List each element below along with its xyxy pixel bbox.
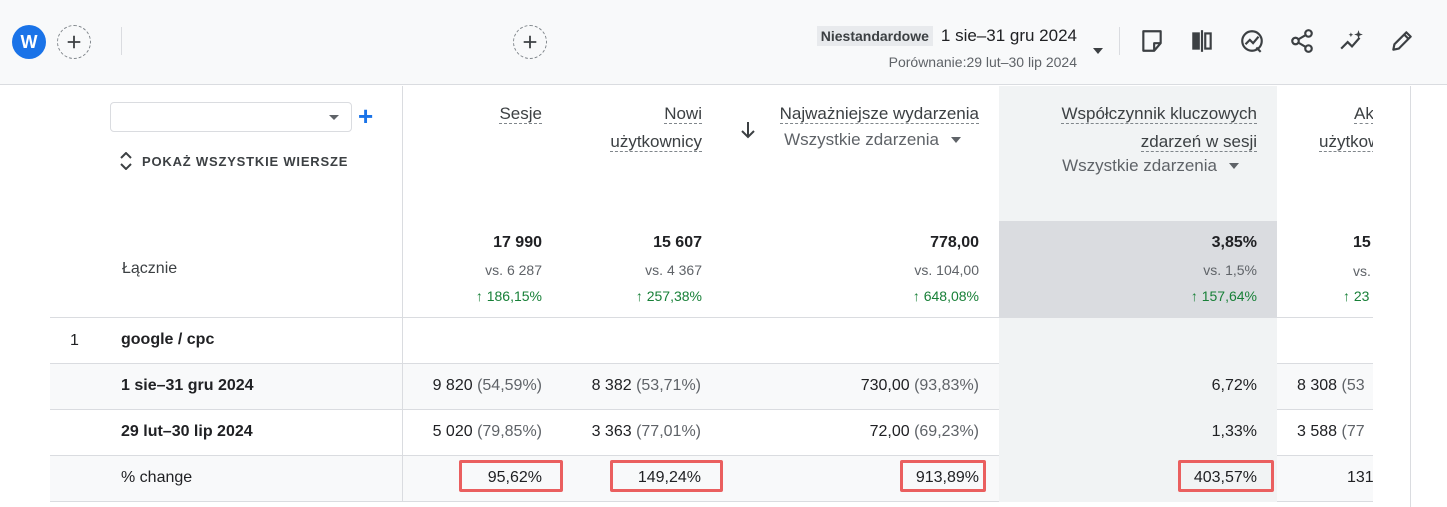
share-icon[interactable]	[1288, 27, 1316, 55]
add-filter-button[interactable]	[513, 25, 547, 59]
date-range-picker[interactable]: Niestandardowe 1 sie–31 gru 2024 Porówna…	[816, 26, 1077, 70]
add-comparison-button[interactable]	[57, 25, 91, 59]
workspace-avatar[interactable]: W	[12, 25, 46, 59]
column-header-new-users[interactable]: Nowi użytkownicy 15 607 vs. 4 367 ↑ 257,…	[542, 86, 702, 318]
highlight-box	[900, 460, 986, 492]
column-header-key-events[interactable]: Najważniejsze wydarzenia Wszystkie zdarz…	[702, 86, 979, 318]
row-label: 1 sie–31 gru 2024	[121, 377, 254, 394]
note-icon[interactable]	[1138, 27, 1166, 55]
row-label: 29 lut–30 lip 2024	[121, 423, 253, 440]
table-cell: 1,33%	[1211, 423, 1257, 440]
show-all-rows-button[interactable]: POKAŻ WSZYSTKIE WIERSZE	[118, 152, 348, 170]
insights-icon[interactable]	[1238, 27, 1266, 55]
highlight-box	[1178, 460, 1274, 492]
highlight-box	[459, 460, 563, 492]
metric-title: Współczynnik kluczowych zdarzeń w sesji	[1061, 104, 1257, 152]
scroll-track[interactable]	[1410, 86, 1411, 507]
unfold-icon	[120, 152, 132, 170]
metric-title: Najważniejsze wydarzenia	[779, 104, 979, 124]
table-row[interactable]: 29 lut–30 lip 2024 5 020 (79,85%) 3 363 …	[50, 410, 1373, 456]
row-label: % change	[121, 469, 193, 486]
compare-columns-icon[interactable]	[1188, 27, 1216, 55]
divider	[50, 317, 1373, 318]
event-filter-select[interactable]: Wszystkie zdarzenia	[1062, 156, 1239, 176]
chevron-down-icon	[329, 115, 339, 120]
total-cell: 15 607 vs. 4 367 ↑ 257,38%	[635, 234, 702, 304]
plus-icon	[523, 35, 537, 49]
table-cell: 8 308 (53	[1297, 377, 1365, 394]
dimension-select[interactable]	[110, 102, 352, 132]
table-cell: 149,24%	[637, 469, 701, 486]
sort-descending-icon[interactable]	[740, 120, 756, 140]
table-cell: 403,57%	[1193, 469, 1257, 486]
chevron-down-icon	[951, 137, 961, 143]
sparkle-trend-icon[interactable]	[1338, 27, 1366, 55]
divider	[1119, 27, 1120, 55]
edit-icon[interactable]	[1388, 27, 1416, 55]
metric-title: Ak użytkow	[1319, 102, 1373, 154]
date-preset-label: Niestandardowe	[816, 26, 933, 46]
table-cell: 5 020 (79,85%)	[432, 423, 542, 440]
total-cell: 17 990 vs. 6 287 ↑ 186,15%	[475, 234, 542, 304]
table-cell: 95,62%	[487, 469, 542, 486]
total-cell: 3,85% vs. 1,5% ↑ 157,64%	[999, 221, 1277, 318]
total-cell: 778,00 vs. 104,00 ↑ 648,08%	[912, 234, 979, 304]
row-number: 1	[70, 332, 79, 349]
table-row[interactable]: 1 sie–31 gru 2024 9 820 (54,59%) 8 382 (…	[50, 364, 1373, 410]
table-cell: 8 382 (53,71%)	[591, 377, 701, 394]
total-label: Łącznie	[122, 260, 178, 277]
toolbar: W Niestandardowe 1 sie–31 gru 2024 Porów…	[0, 0, 1447, 85]
plus-icon	[67, 35, 81, 49]
table-cell: 3 588 (77	[1297, 423, 1365, 440]
table-cell: 913,89%	[915, 469, 979, 486]
table-cell: 131	[1347, 469, 1373, 486]
date-range-text: 1 sie–31 gru 2024	[940, 26, 1077, 45]
divider	[121, 27, 122, 55]
dimension-header: + POKAŻ WSZYSTKIE WIERSZE Łącznie	[50, 86, 403, 318]
column-header-active-users[interactable]: Ak użytkow 15 vs. ↑ 23	[1297, 86, 1373, 318]
table-cell: 72,00 (69,23%)	[869, 423, 979, 440]
row-label: google / cpc	[121, 331, 215, 348]
table-cell: 6,72%	[1211, 377, 1257, 394]
comparison-text: Porównanie:29 lut–30 lip 2024	[888, 54, 1077, 70]
column-header-key-event-rate[interactable]: Współczynnik kluczowych zdarzeń w sesji …	[999, 86, 1277, 318]
total-cell: 15	[1353, 234, 1371, 251]
event-filter-select[interactable]: Wszystkie zdarzenia	[784, 130, 961, 150]
metric-title: Nowi użytkownicy	[610, 104, 702, 152]
metric-title: Sesje	[499, 104, 542, 124]
highlight-box	[610, 460, 723, 492]
report-table: + POKAŻ WSZYSTKIE WIERSZE Łącznie Sesje …	[50, 86, 1373, 507]
table-cell: 730,00 (93,83%)	[860, 377, 979, 394]
chevron-down-icon[interactable]	[1093, 48, 1103, 54]
table-row[interactable]: % change 95,62% 149,24% 913,89% 403,57% …	[50, 456, 1373, 502]
add-dimension-button[interactable]: +	[358, 101, 374, 131]
table-row[interactable]: 1 google / cpc	[50, 318, 1373, 364]
table-cell: 9 820 (54,59%)	[432, 377, 542, 394]
column-header-sessions[interactable]: Sesje 17 990 vs. 6 287 ↑ 186,15%	[403, 86, 542, 318]
chevron-down-icon	[1229, 163, 1239, 169]
table-cell: 3 363 (77,01%)	[591, 423, 701, 440]
